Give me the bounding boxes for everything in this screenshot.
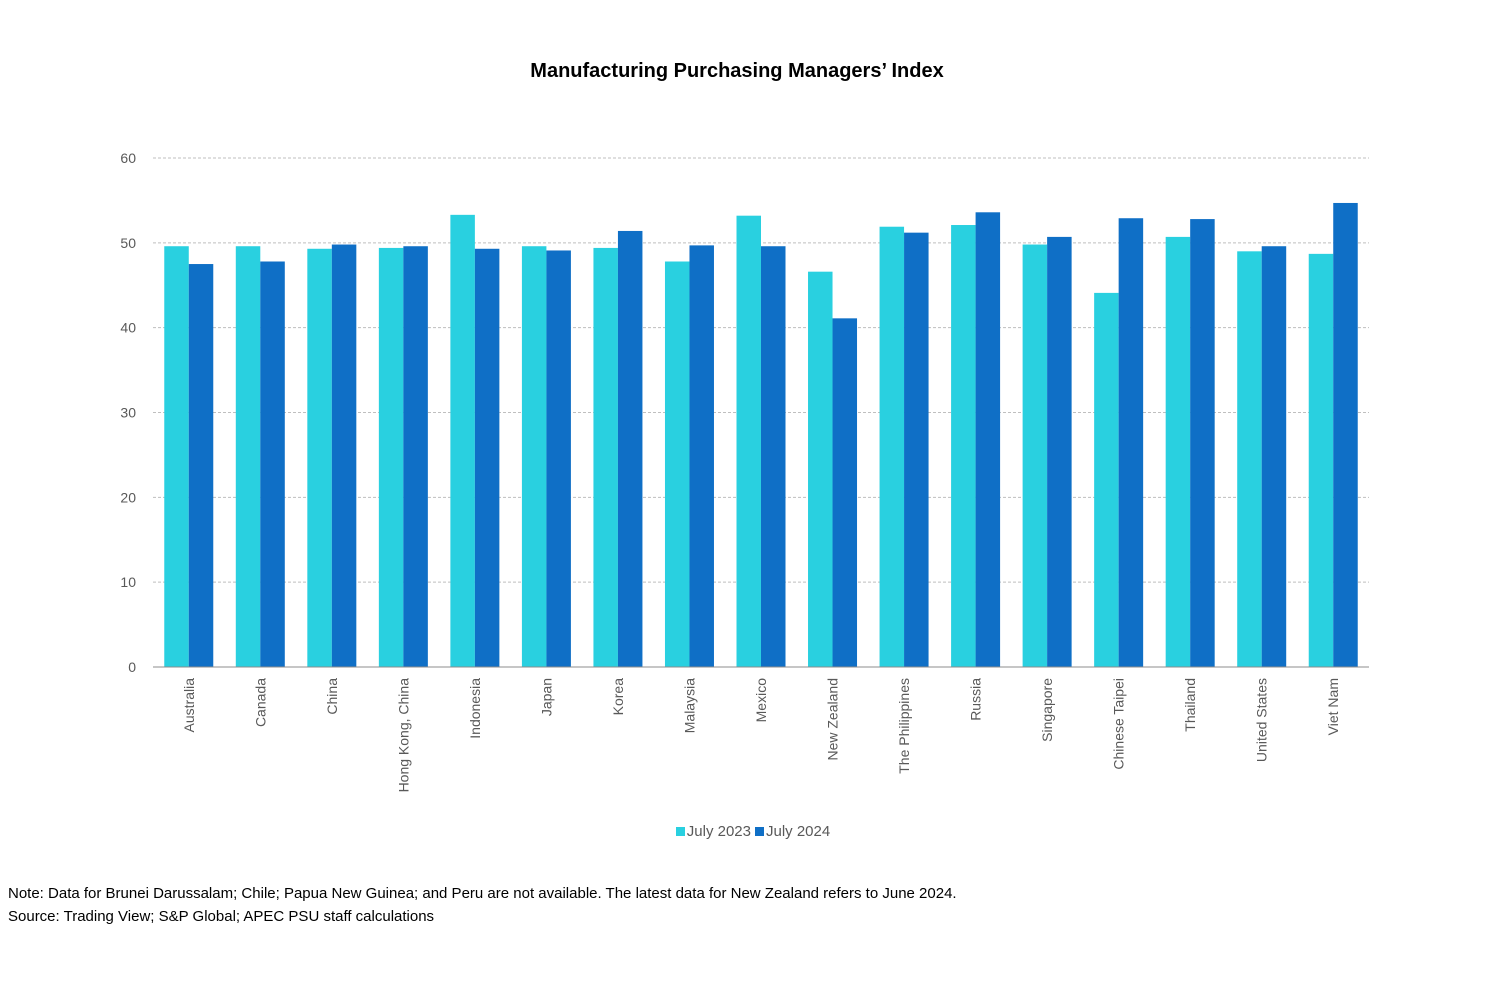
y-tick-label: 40 [120, 320, 136, 336]
bar-july-2024 [1190, 219, 1215, 667]
y-tick-label: 30 [120, 405, 136, 421]
chart-legend: July 2023 July 2024 [0, 823, 1500, 840]
bar-july-2023 [307, 248, 332, 667]
bar-july-2023 [378, 247, 404, 667]
legend-item: July 2023 [675, 823, 751, 840]
bar-july-2023 [450, 214, 475, 668]
bar-july-2024 [1261, 246, 1287, 667]
legend-label: July 2023 [686, 823, 751, 840]
bar-july-2024 [904, 232, 929, 668]
bar-july-2023 [235, 246, 261, 667]
bar-july-2023 [879, 226, 905, 667]
y-tick-label: 60 [120, 150, 136, 166]
x-tick-label: Russia [968, 678, 984, 721]
x-tick-label: Singapore [1039, 678, 1055, 742]
x-tick-label: Viet Nam [1325, 678, 1341, 735]
x-tick-label: Korea [610, 678, 626, 716]
bar-july-2024 [617, 230, 643, 667]
axes: 0 10 20 30 40 50 60 Australia Canada China Hong Ko… [120, 150, 1369, 792]
x-tick-label: Hong Kong, China [395, 678, 411, 793]
bar-july-2023 [951, 225, 976, 668]
bar-july-2023 [808, 271, 833, 667]
bar-july-2024 [188, 264, 214, 667]
bar-july-2024 [260, 261, 285, 667]
bar-july-2023 [1237, 251, 1262, 668]
bar-july-2024 [832, 318, 858, 667]
bar-july-2023 [164, 246, 189, 667]
x-tick-label: Indonesia [467, 678, 483, 739]
chart-title: Manufacturing Purchasing Managers’ Index [530, 60, 944, 82]
bar-july-2023 [1094, 292, 1119, 667]
bar-july-2023 [521, 246, 547, 667]
y-tick-label: 10 [120, 574, 136, 590]
bars [164, 202, 1358, 668]
bar-july-2024 [1118, 218, 1144, 667]
bar-july-2024 [689, 245, 714, 667]
bar-july-2023 [1165, 236, 1191, 667]
x-tick-label: China [324, 678, 340, 715]
x-tick-label: The Philippines [896, 678, 912, 774]
x-tick-label: Mexico [753, 678, 769, 723]
y-tick-label: 20 [120, 489, 136, 505]
x-tick-label: Canada [252, 678, 268, 727]
x-tick-label: United States [1254, 678, 1270, 762]
chart-note: Note: Data for Brunei Darussalam; Chile;… [8, 885, 957, 902]
x-tick-label: Thailand [1182, 678, 1198, 732]
x-tick-label: Malaysia [681, 678, 697, 733]
bar-july-2024 [1333, 202, 1358, 667]
legend-item: July 2024 [755, 823, 830, 840]
bar-july-2024 [761, 246, 786, 667]
bar-july-2023 [1308, 253, 1334, 667]
bar-july-2024 [546, 250, 571, 668]
chart-source: Source: Trading View; S&P Global; APEC P… [8, 908, 435, 925]
x-tick-label: Australia [181, 678, 197, 733]
x-tick-label: Chinese Taipei [1111, 678, 1127, 770]
y-tick-label: 50 [120, 235, 136, 251]
bar-july-2023 [593, 247, 618, 667]
bar-july-2024 [403, 246, 428, 667]
x-tick-label: Japan [538, 678, 554, 716]
legend-swatch [675, 827, 685, 836]
bar-july-2023 [736, 215, 761, 668]
bar-july-2024 [474, 248, 500, 667]
x-tick-label: New Zealand [825, 678, 841, 761]
legend-label: July 2024 [766, 823, 831, 840]
bar-july-2024 [1047, 236, 1072, 667]
bar-july-2023 [664, 261, 690, 667]
bar-july-2023 [1022, 244, 1048, 667]
bar-july-2024 [331, 244, 357, 667]
bar-july-2024 [975, 212, 1001, 667]
legend-swatch [755, 827, 764, 836]
y-tick-label: 0 [128, 659, 136, 675]
